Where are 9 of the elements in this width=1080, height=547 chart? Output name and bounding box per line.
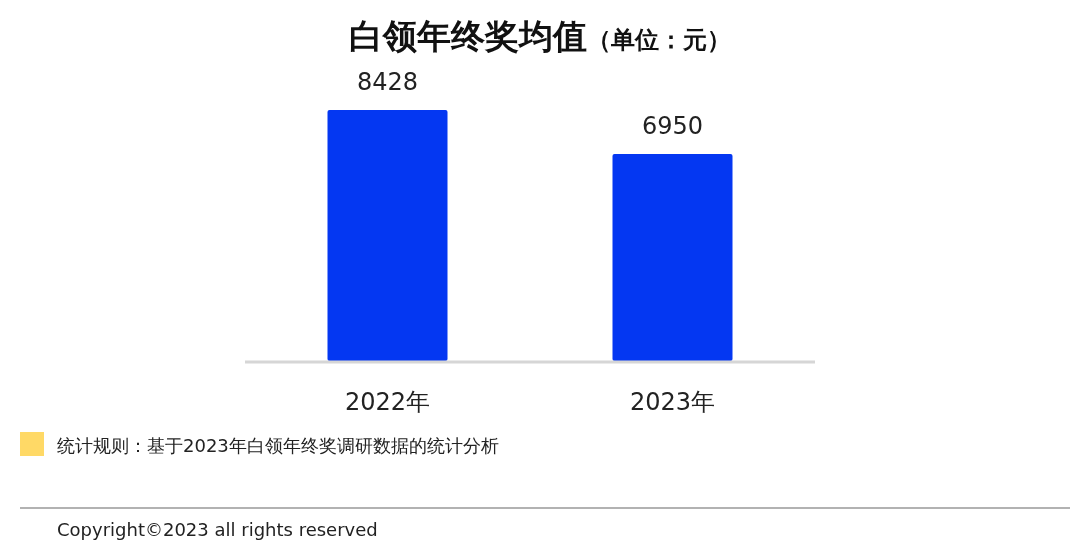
chart-title: 白领年终奖均值	[349, 16, 587, 56]
annotation: 统计规则：基于2023年白领年终奖调研数据的统计分析	[57, 435, 499, 456]
x-tick-label: 2023年	[629, 388, 716, 416]
annotation: Copyright©2023 all rights reserved	[57, 519, 378, 540]
data-label: 8428	[356, 68, 419, 96]
subtitle: （单位：元）	[587, 26, 731, 54]
data-label: 6950	[641, 112, 704, 140]
x-tick-label: 2022年	[344, 388, 431, 416]
title: 白领年终奖均值（单位：元）	[349, 16, 731, 56]
